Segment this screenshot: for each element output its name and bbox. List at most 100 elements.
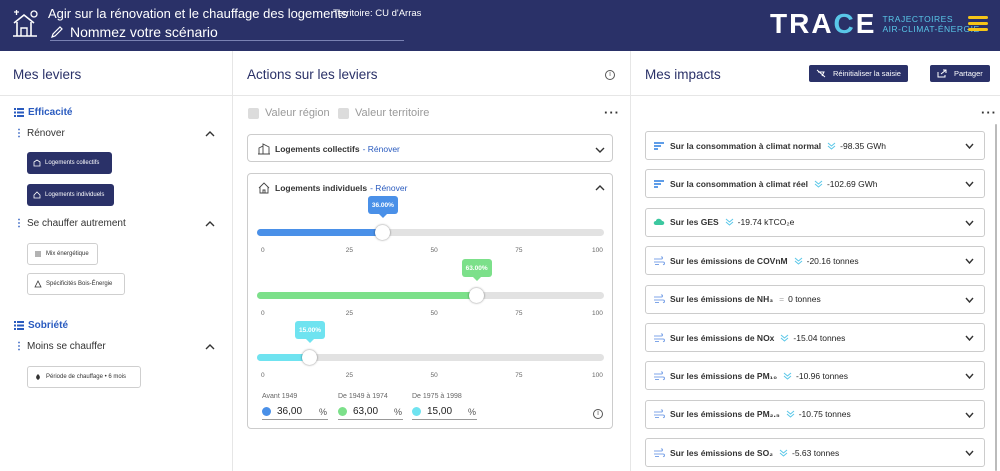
reset-button[interactable]: Réinitialiser la saisie bbox=[809, 65, 908, 82]
slider-tick-label: 25 bbox=[345, 310, 353, 317]
pencil-icon bbox=[51, 25, 63, 38]
building-icon bbox=[33, 159, 41, 167]
slider-tick-label: 25 bbox=[345, 372, 353, 379]
impact-item[interactable]: Sur les émissions de COVnM -20.16 tonnes bbox=[645, 246, 985, 276]
chevron-down-icon[interactable] bbox=[965, 412, 974, 418]
slider-track[interactable] bbox=[257, 225, 604, 240]
slider-tick-label: 100 bbox=[592, 372, 603, 379]
share-button[interactable]: Partager bbox=[930, 65, 990, 82]
chevron-down-icon[interactable] bbox=[965, 143, 974, 149]
impact-item[interactable]: Sur la consommation à climat réel -102.69… bbox=[645, 169, 985, 199]
slider-track[interactable] bbox=[257, 288, 604, 303]
impact-item[interactable]: Sur les émissions de NOx -15.04 tonnes bbox=[645, 323, 985, 352]
slider-tick-label: 100 bbox=[592, 310, 603, 317]
slider-fill bbox=[257, 292, 476, 299]
slider-tick-label: 0 bbox=[261, 310, 265, 317]
reset-icon bbox=[816, 69, 826, 78]
chevron-down-icon[interactable] bbox=[965, 220, 974, 226]
chevron-down-icon[interactable] bbox=[965, 181, 974, 188]
impact-value: -5.63 tonnes bbox=[791, 447, 840, 458]
impacts-title: Mes impacts bbox=[645, 67, 721, 82]
chip-logements-individuels[interactable]: Logements individuels bbox=[27, 184, 114, 206]
chevron-up-icon[interactable] bbox=[595, 185, 605, 191]
scenario-name-input[interactable]: Nommez votre scénario bbox=[50, 23, 404, 41]
impact-label: Sur la consommation à climat normal bbox=[670, 140, 822, 151]
logo-subtitle: TRAJECTOIRES AIR-CLIMAT-ÉNERGIE bbox=[882, 14, 980, 34]
wood-icon bbox=[34, 280, 42, 288]
trend-down-icon bbox=[783, 372, 792, 380]
scenario-name-text: Nommez votre scénario bbox=[70, 23, 218, 40]
actions-title: Actions sur les leviers bbox=[247, 67, 378, 82]
slider-thumb[interactable] bbox=[374, 225, 390, 240]
slider-thumb[interactable] bbox=[302, 350, 318, 365]
impact-item[interactable]: Sur les émissions de NH₃ = 0 tonnes bbox=[645, 284, 985, 314]
info-icon[interactable]: i bbox=[605, 70, 615, 80]
slider-tick-label: 75 bbox=[515, 372, 523, 379]
info-icon[interactable]: i bbox=[593, 409, 603, 419]
impact-value: -15.04 tonnes bbox=[793, 332, 846, 343]
lever-se-chauffer-autrement[interactable]: ⋮ Se chauffer autrement bbox=[14, 218, 126, 229]
slider-tick-label: 100 bbox=[592, 247, 603, 254]
column-divider bbox=[630, 51, 631, 471]
input-avant-1949[interactable]: 36,00% bbox=[262, 404, 328, 420]
chevron-up-icon[interactable] bbox=[205, 131, 215, 137]
chevron-down-icon[interactable] bbox=[965, 373, 974, 380]
input-1975-1998[interactable]: 15,00% bbox=[412, 404, 477, 420]
tooltip-arrow bbox=[378, 214, 387, 218]
flame-icon bbox=[36, 374, 40, 380]
scrollbar[interactable] bbox=[995, 124, 997, 471]
slider-tick-label: 75 bbox=[515, 247, 523, 254]
trend-down-icon bbox=[725, 218, 733, 226]
chip-periode-de-chauffage[interactable]: Période de chauffage • 6 mois bbox=[27, 366, 141, 388]
lever-renover[interactable]: ⋮ Rénover bbox=[14, 128, 65, 139]
more-options-icon[interactable]: ··· bbox=[604, 105, 620, 120]
impact-value: -102.69 GWh bbox=[826, 178, 878, 189]
label-1949-1974: De 1949 à 1974 bbox=[338, 393, 388, 400]
slider-fill bbox=[257, 354, 310, 361]
more-options-icon[interactable]: ··· bbox=[981, 105, 997, 120]
chevron-down-icon[interactable] bbox=[965, 335, 974, 341]
impact-value: -10.75 tonnes bbox=[798, 409, 851, 420]
wind-icon bbox=[654, 332, 665, 342]
impact-item[interactable]: Sur les émissions de PM₁₀ -10.96 tonnes bbox=[645, 361, 985, 391]
chevron-up-icon[interactable] bbox=[205, 344, 215, 350]
impact-item[interactable]: Sur les émissions de PM₂.₅ -10.75 tonnes bbox=[645, 399, 985, 429]
chevron-up-icon[interactable] bbox=[205, 221, 215, 227]
chip-mix-energetique[interactable]: Mix énergétique bbox=[27, 243, 98, 265]
trend-down-icon bbox=[794, 257, 802, 265]
trend-down-icon bbox=[786, 410, 795, 418]
column-divider bbox=[232, 51, 233, 471]
chip-logements-collectifs[interactable]: Logements collectifs bbox=[27, 152, 112, 174]
lever-moins-se-chauffer[interactable]: ⋮ Moins se chauffer bbox=[14, 341, 106, 352]
impact-item[interactable]: Sur les émissions de SO₂ -5.63 tonnes bbox=[645, 438, 985, 468]
chevron-down-icon[interactable] bbox=[965, 297, 974, 303]
slider-tick-label: 25 bbox=[345, 247, 353, 254]
group-sobriete: Sobriété bbox=[14, 320, 68, 331]
chevron-down-icon[interactable] bbox=[965, 258, 974, 265]
slider-thumb[interactable] bbox=[468, 288, 484, 303]
chevron-down-icon[interactable] bbox=[965, 450, 974, 457]
panel-logements-collectifs[interactable]: Logements collectifs - Rénover bbox=[247, 134, 613, 162]
slider-tick-label: 50 bbox=[430, 247, 438, 254]
chip-specificites-bois-energie[interactable]: Spécificités Bois-Énergie bbox=[27, 273, 125, 295]
checkbox-valeur-region[interactable]: Valeur région bbox=[248, 107, 330, 119]
slider-tick-label: 50 bbox=[430, 310, 438, 317]
trend-down-icon bbox=[814, 180, 823, 188]
list-icon bbox=[14, 108, 24, 117]
menu-icon[interactable] bbox=[968, 16, 988, 32]
slider-tick-label: 0 bbox=[261, 247, 265, 254]
impact-label: Sur les émissions de SO₂ bbox=[670, 447, 773, 458]
territory-label: Territoire: CU d'Arras bbox=[333, 8, 422, 19]
levers-title: Mes leviers bbox=[13, 67, 82, 82]
slider-fill bbox=[257, 229, 382, 236]
input-1949-1974[interactable]: 63,00% bbox=[338, 404, 403, 420]
checkbox-valeur-territoire[interactable]: Valeur territoire bbox=[338, 107, 429, 119]
impact-item[interactable]: Sur les GES -19.74 kTCO₂e bbox=[645, 207, 985, 237]
impact-label: Sur les émissions de COVnM bbox=[670, 255, 788, 266]
impact-item[interactable]: Sur la consommation à climat normal -98.3… bbox=[645, 131, 985, 160]
label-avant-1949: Avant 1949 bbox=[262, 393, 298, 400]
slider-track[interactable] bbox=[257, 350, 604, 365]
chevron-down-icon[interactable] bbox=[595, 147, 605, 153]
label-1975-1998: De 1975 à 1998 bbox=[412, 393, 462, 400]
energy-bars-icon bbox=[654, 141, 664, 150]
